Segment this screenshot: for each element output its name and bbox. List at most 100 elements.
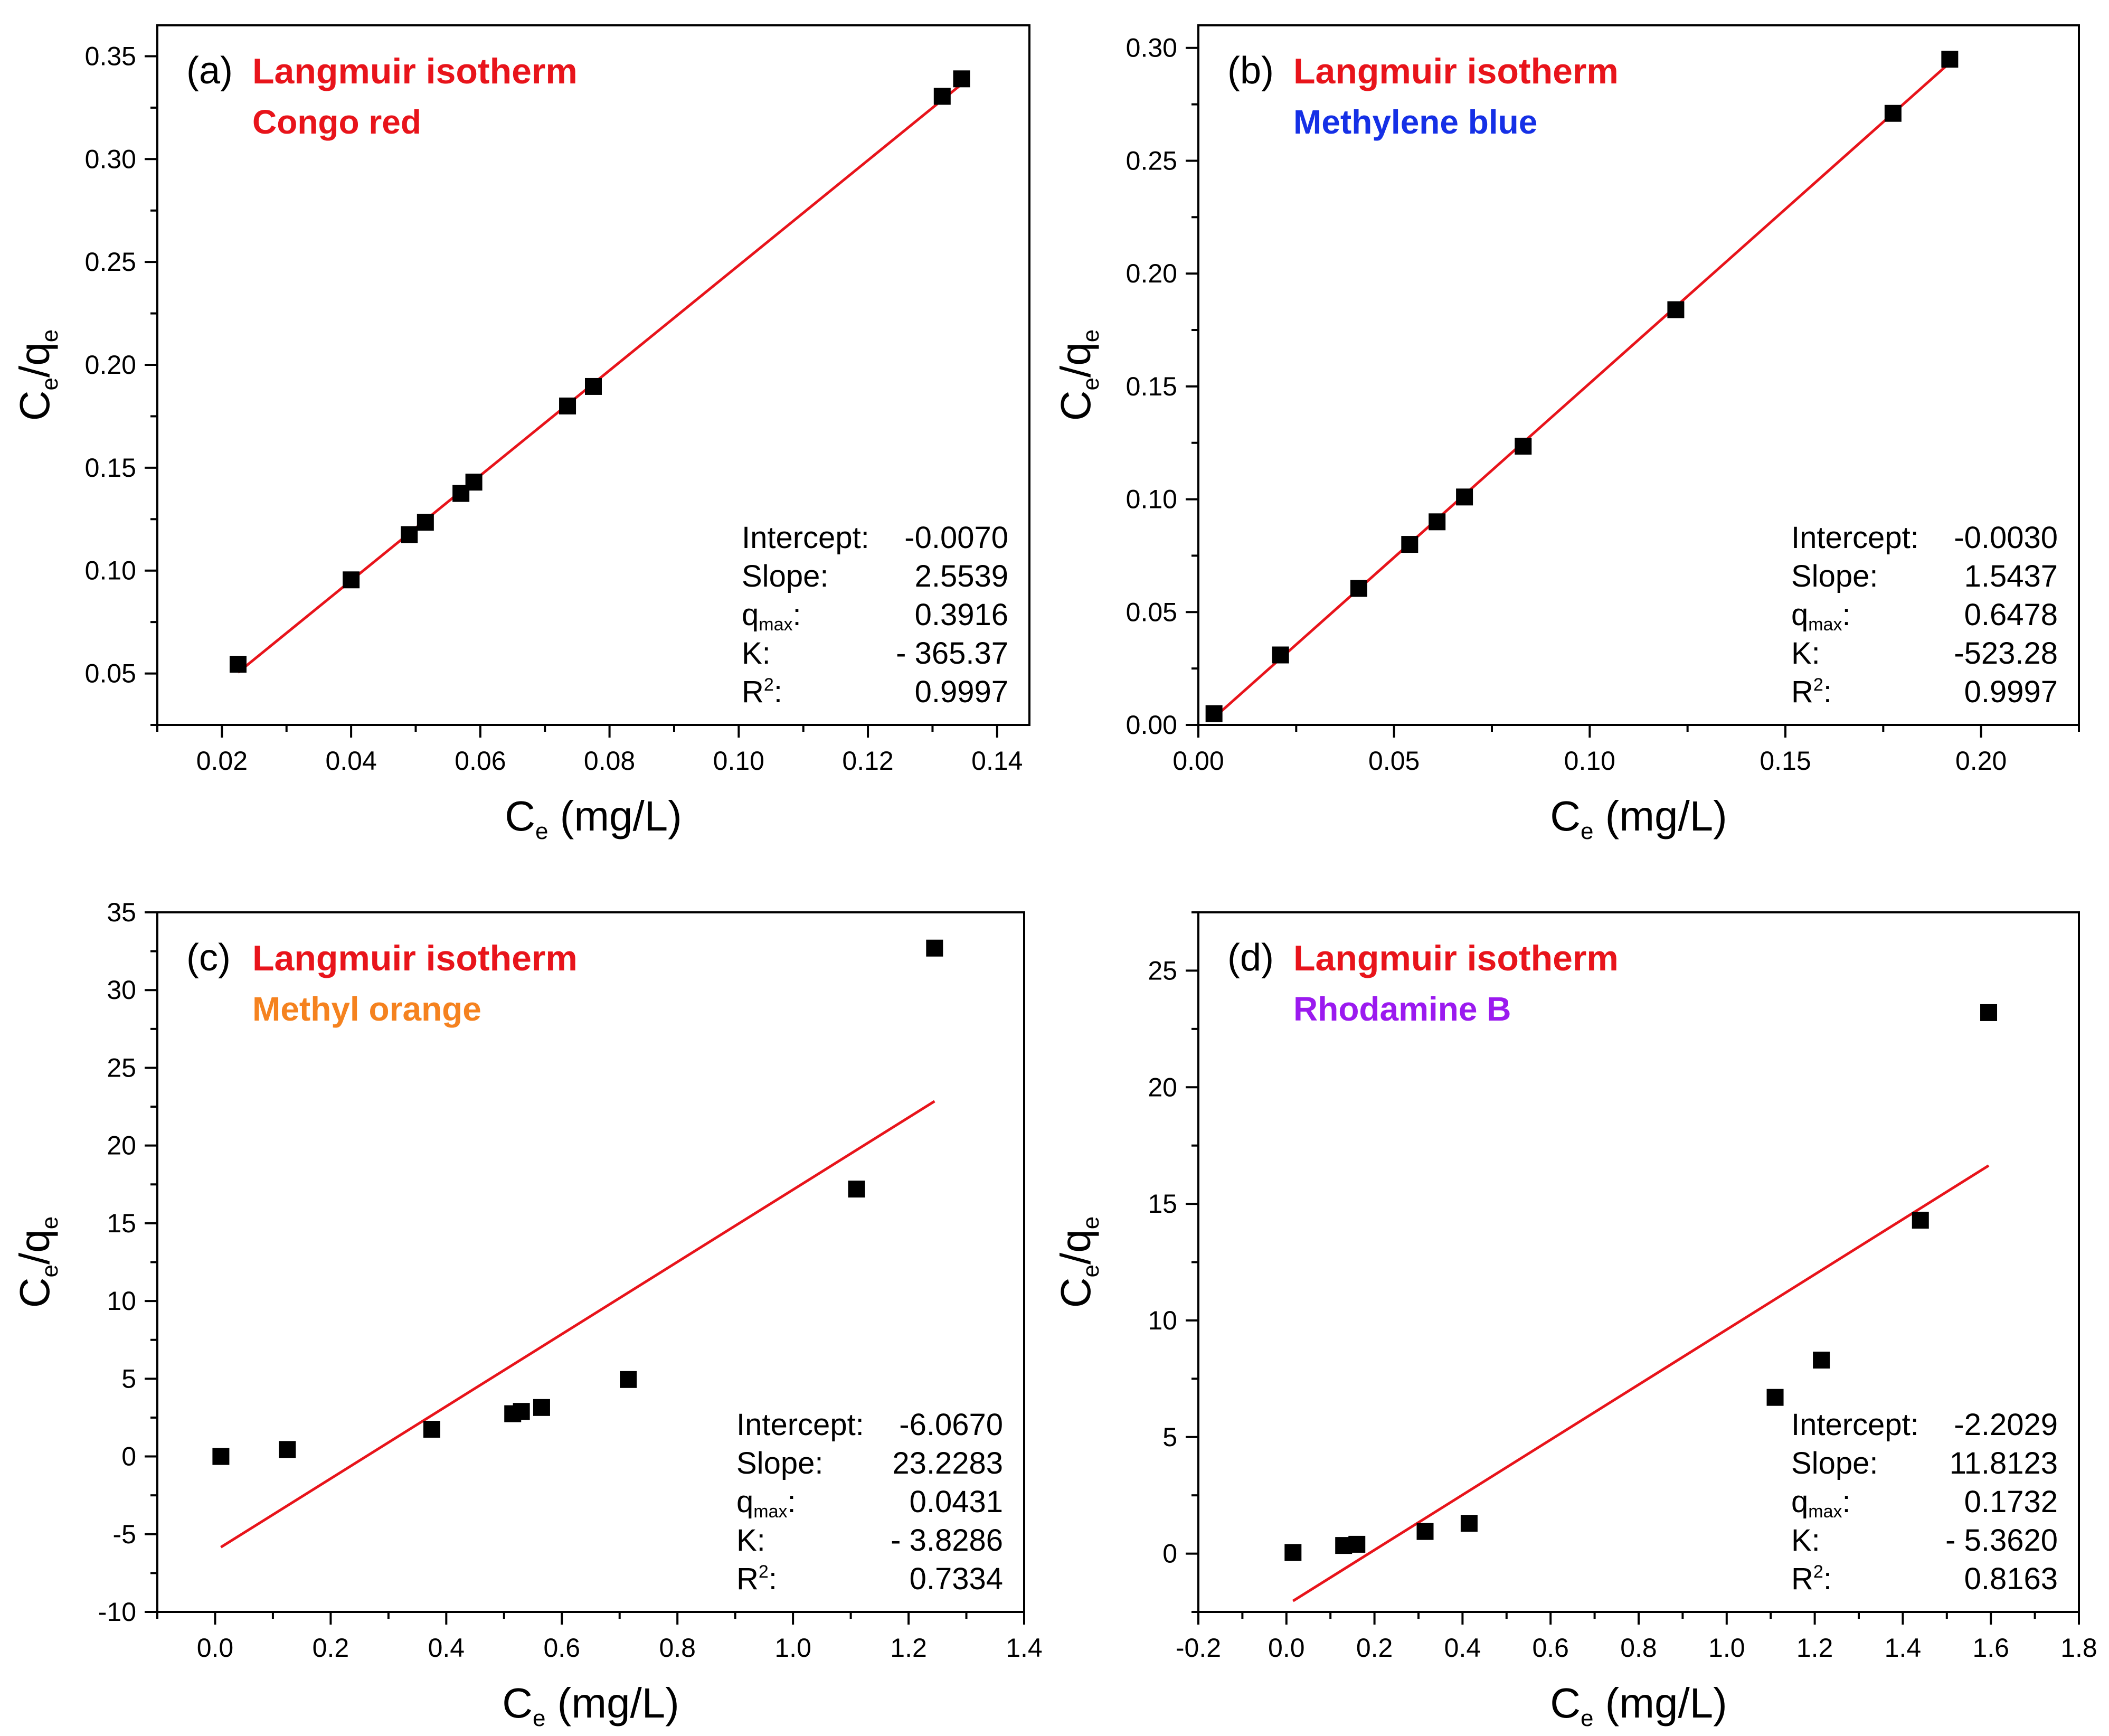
- data-point: [848, 1181, 865, 1198]
- x-axis-label: Ce (mg/L): [1550, 1680, 1727, 1731]
- x-tick-label: 0.00: [1172, 746, 1224, 776]
- y-tick-label: 0.25: [1126, 146, 1177, 175]
- stat-value: - 365.37: [896, 636, 1008, 671]
- data-point: [1284, 1544, 1302, 1561]
- data-point: [1941, 51, 1959, 68]
- plot-frame: [156, 24, 1030, 726]
- x-tick-label: 1.0: [774, 1633, 811, 1663]
- x-tick-label: 0.06: [455, 746, 506, 776]
- x-tick-label: -0.2: [1176, 1633, 1221, 1663]
- x-tick-label: 0.6: [544, 1633, 581, 1663]
- stat-value: 0.9997: [915, 675, 1008, 709]
- stat-label: qmax:: [1791, 1485, 1851, 1522]
- data-point: [933, 88, 951, 105]
- data-point: [559, 397, 576, 414]
- y-tick-label: 0.05: [85, 659, 136, 688]
- stat-label: K:: [1791, 636, 1820, 671]
- y-tick-label: 10: [107, 1286, 136, 1316]
- x-tick-label: 0.10: [1564, 746, 1615, 776]
- y-tick-label: 0.10: [85, 556, 136, 586]
- panel-letter: (a): [186, 50, 233, 92]
- y-tick-label: 0.15: [85, 453, 136, 483]
- x-tick-label: 0.4: [1444, 1633, 1481, 1663]
- stat-value: 2.5539: [915, 559, 1008, 593]
- data-point: [1766, 1389, 1784, 1406]
- y-tick-label: 35: [107, 898, 136, 927]
- y-tick-label: -5: [113, 1520, 136, 1549]
- data-point: [1980, 1004, 1998, 1021]
- x-tick-label: 0.8: [659, 1633, 696, 1663]
- y-tick-label: 15: [1148, 1189, 1177, 1219]
- chart-title: Langmuir isotherm: [1293, 51, 1619, 91]
- y-tick-label: 5: [121, 1364, 136, 1393]
- stat-label: Slope:: [742, 559, 828, 593]
- panel-letter: (d): [1227, 937, 1274, 979]
- y-tick-label: 0.00: [1126, 710, 1177, 740]
- stat-label: Slope:: [1791, 559, 1878, 593]
- stat-value: 0.8163: [1964, 1562, 2058, 1596]
- stat-label: Intercept:: [1791, 1408, 1919, 1442]
- x-axis-label: Ce (mg/L): [505, 792, 682, 844]
- data-point: [343, 571, 360, 589]
- data-point: [212, 1448, 230, 1465]
- stat-label: qmax:: [1791, 598, 1851, 635]
- y-tick-label: 20: [1148, 1072, 1177, 1102]
- stat-value: -6.0670: [899, 1408, 1003, 1442]
- y-tick-label: 0.35: [85, 41, 136, 71]
- stat-value: 0.9997: [1964, 675, 2058, 709]
- data-point: [1401, 536, 1418, 553]
- stat-value: - 3.8286: [891, 1523, 1003, 1558]
- fit-line: [1213, 62, 1951, 719]
- x-axis-label: Ce (mg/L): [1550, 792, 1727, 844]
- data-point: [533, 1399, 550, 1416]
- data-point: [1416, 1523, 1434, 1540]
- stat-label: K:: [742, 636, 771, 671]
- y-tick-label: 30: [107, 975, 136, 1005]
- y-tick-label: 20: [107, 1131, 136, 1161]
- y-axis-label: Ce/qe: [11, 1216, 63, 1308]
- x-tick-label: 0.4: [428, 1633, 465, 1663]
- data-point: [401, 526, 418, 543]
- y-tick-label: 0.10: [1126, 485, 1177, 514]
- data-point: [1884, 105, 1902, 122]
- data-point: [953, 70, 970, 88]
- data-point: [1460, 1515, 1478, 1532]
- stat-value: 0.1732: [1964, 1485, 2058, 1519]
- panel-b: 0.00 0.05 0.10 0.15 0.20 0.00 0.05 0.10 0.15 0.20…: [1052, 24, 2080, 844]
- y-tick-label: 0.30: [1126, 33, 1177, 63]
- panel-letter: (b): [1227, 50, 1274, 92]
- chart-subtitle: Methylene blue: [1293, 103, 1537, 141]
- x-tick-label: 1.4: [1006, 1633, 1043, 1663]
- chart-title: Langmuir isotherm: [252, 938, 578, 978]
- x-tick-label: 1.0: [1708, 1633, 1745, 1663]
- data-point: [1456, 488, 1473, 506]
- y-tick-label: 25: [1148, 956, 1177, 985]
- data-point: [1272, 646, 1289, 664]
- y-tick-label: 0: [121, 1442, 136, 1471]
- data-point: [423, 1421, 440, 1438]
- stat-label: R2:: [1791, 1562, 1832, 1596]
- data-point: [417, 514, 434, 531]
- data-point: [1515, 438, 1532, 455]
- stat-value: 0.6478: [1964, 598, 2058, 632]
- x-tick-label: 0.14: [971, 746, 1023, 776]
- panel-a: 0.02 0.04 0.06 0.08 0.10 0.12 0.14 0.05 0.10 0.15…: [11, 24, 1030, 844]
- data-point: [513, 1403, 530, 1420]
- stat-value: 1.5437: [1964, 559, 2058, 593]
- y-tick-label: 15: [107, 1209, 136, 1238]
- panel-d: -0.2 0.0 0.2 0.4 0.6 0.8 1.0 1.2 1.4 1.6 1.8 0 5 10 15…: [1052, 911, 2097, 1731]
- stat-value: -0.0030: [1954, 521, 2058, 555]
- panel-c: 0.0 0.2 0.4 0.6 0.8 1.0 1.2 1.4 -10 -5 0 5 10 15 20 25 3…: [11, 898, 1043, 1731]
- y-tick-label: 25: [107, 1053, 136, 1082]
- y-tick-label: 0.20: [1126, 259, 1177, 288]
- x-tick-label: 0.08: [584, 746, 635, 776]
- y-axis-label: Ce/qe: [1052, 329, 1104, 421]
- x-tick-label: 0.20: [1955, 746, 2007, 776]
- stat-label: Intercept:: [742, 521, 869, 555]
- stat-label: Intercept:: [736, 1408, 864, 1442]
- stat-label: R2:: [742, 675, 782, 709]
- stat-value: 0.0431: [910, 1485, 1003, 1519]
- x-tick-label: 0.0: [1268, 1633, 1305, 1663]
- data-point: [1667, 301, 1685, 318]
